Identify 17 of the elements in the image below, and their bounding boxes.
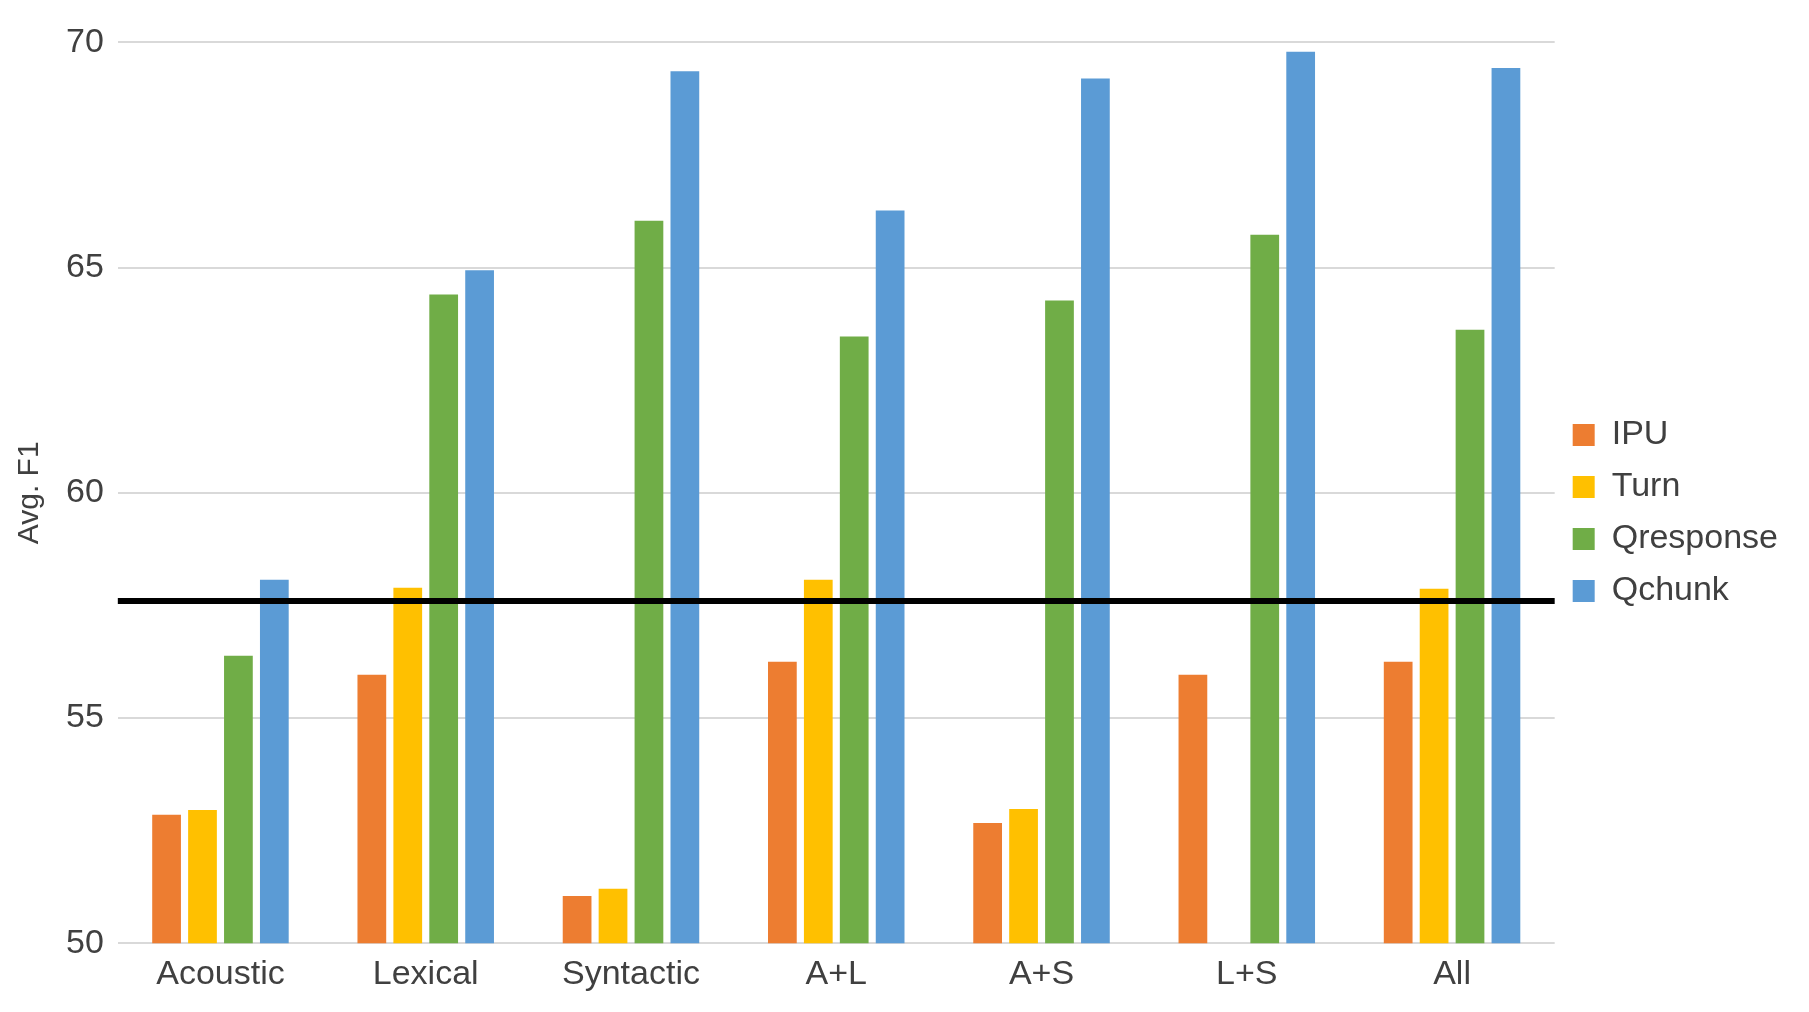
x-tick-label: L+S bbox=[1216, 952, 1278, 991]
x-tick-label: A+L bbox=[805, 952, 867, 991]
y-tick-label: 70 bbox=[65, 20, 104, 59]
y-axis-title: Avg. F1 bbox=[11, 441, 45, 545]
x-tick-label: Syntactic bbox=[562, 952, 700, 991]
x-tick-label: All bbox=[1433, 952, 1471, 991]
y-tick-label: 60 bbox=[65, 471, 104, 510]
x-tick-label: A+S bbox=[1008, 952, 1075, 991]
legend-label: Turn bbox=[1611, 465, 1681, 504]
legend-label: IPU bbox=[1611, 413, 1669, 452]
y-tick-label: 50 bbox=[65, 921, 104, 960]
x-tick-label: Lexical bbox=[372, 952, 479, 991]
x-tick-label: Acoustic bbox=[156, 952, 285, 991]
legend-label: Qchunk bbox=[1611, 569, 1730, 608]
y-tick-label: 65 bbox=[65, 245, 104, 284]
legend-label: Qresponse bbox=[1611, 517, 1779, 556]
y-tick-label: 55 bbox=[65, 696, 104, 735]
